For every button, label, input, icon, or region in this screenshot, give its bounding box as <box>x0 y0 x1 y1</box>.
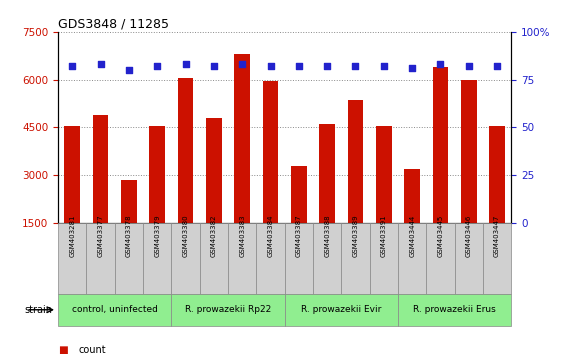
Text: GSM403281: GSM403281 <box>69 215 76 257</box>
Bar <box>171 294 285 326</box>
Text: GSM403445: GSM403445 <box>437 215 443 257</box>
Bar <box>347 101 363 271</box>
Text: GSM403391: GSM403391 <box>381 215 387 257</box>
Bar <box>58 223 87 294</box>
Text: GSM403389: GSM403389 <box>353 215 358 257</box>
Bar <box>461 80 476 271</box>
Text: ■: ■ <box>58 346 68 354</box>
Bar <box>263 81 278 271</box>
Bar <box>58 294 171 326</box>
Bar <box>121 180 137 271</box>
Text: GSM403378: GSM403378 <box>126 215 132 257</box>
Bar <box>206 118 222 271</box>
Bar <box>285 294 398 326</box>
Bar <box>149 126 165 271</box>
Text: R. prowazekii Erus: R. prowazekii Erus <box>413 305 496 314</box>
Bar <box>228 223 256 294</box>
Text: GSM403384: GSM403384 <box>267 215 274 257</box>
Bar <box>178 78 193 271</box>
Bar <box>64 126 80 271</box>
Text: R. prowazekii Rp22: R. prowazekii Rp22 <box>185 305 271 314</box>
Point <box>351 63 360 69</box>
Bar <box>200 223 228 294</box>
Bar <box>93 115 109 271</box>
Point <box>67 63 77 69</box>
Text: control, uninfected: control, uninfected <box>72 305 157 314</box>
Bar <box>489 126 505 271</box>
Point <box>181 62 190 67</box>
Point <box>379 63 389 69</box>
Point <box>436 62 445 67</box>
Text: GSM403444: GSM403444 <box>409 215 415 257</box>
Point <box>209 63 218 69</box>
Bar <box>291 166 307 271</box>
Bar <box>234 54 250 271</box>
Point <box>96 62 105 67</box>
Bar <box>87 223 115 294</box>
Point <box>493 63 502 69</box>
Text: GSM403383: GSM403383 <box>239 215 245 257</box>
Bar <box>398 223 426 294</box>
Text: strain: strain <box>24 305 52 315</box>
Bar <box>398 294 511 326</box>
Bar <box>370 223 398 294</box>
Bar <box>171 223 200 294</box>
Point <box>294 63 303 69</box>
Text: GSM403446: GSM403446 <box>466 215 472 257</box>
Text: GSM403377: GSM403377 <box>98 215 103 257</box>
Bar <box>433 67 449 271</box>
Bar <box>115 223 143 294</box>
Text: GDS3848 / 11285: GDS3848 / 11285 <box>58 18 169 31</box>
Bar <box>376 126 392 271</box>
Point <box>153 63 162 69</box>
Point <box>266 63 275 69</box>
Point <box>407 65 417 71</box>
Bar <box>143 223 171 294</box>
Bar <box>426 223 455 294</box>
Text: GSM403447: GSM403447 <box>494 215 500 257</box>
Text: R. prowazekii Evir: R. prowazekii Evir <box>301 305 382 314</box>
Point <box>322 63 332 69</box>
Bar <box>404 169 420 271</box>
Text: GSM403382: GSM403382 <box>211 215 217 257</box>
Text: count: count <box>78 346 106 354</box>
Point <box>464 63 474 69</box>
Text: GSM403388: GSM403388 <box>324 215 330 257</box>
Point <box>124 67 134 73</box>
Text: GSM403387: GSM403387 <box>296 215 302 257</box>
Point <box>238 62 247 67</box>
Text: GSM403380: GSM403380 <box>182 215 189 257</box>
Bar <box>342 223 370 294</box>
Bar <box>313 223 342 294</box>
Text: GSM403379: GSM403379 <box>154 215 160 257</box>
Bar <box>483 223 511 294</box>
Bar <box>256 223 285 294</box>
Bar <box>285 223 313 294</box>
Bar <box>455 223 483 294</box>
Bar <box>320 124 335 271</box>
